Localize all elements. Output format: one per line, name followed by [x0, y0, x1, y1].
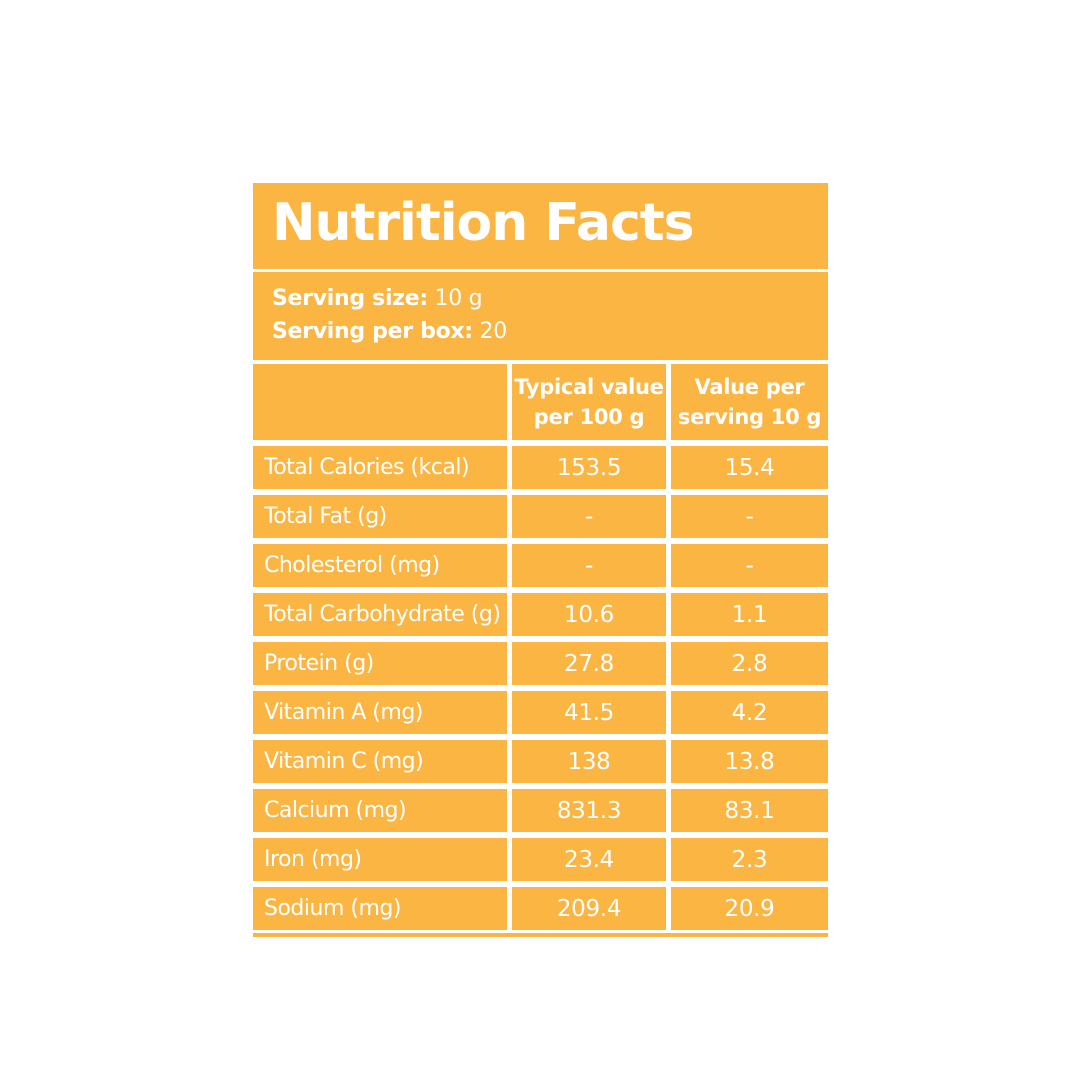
serving-per-box-line: Serving per box: 20 [272, 318, 828, 347]
row-value-per-100g: - [512, 544, 666, 587]
row-value-per-serving: 13.8 [671, 740, 828, 783]
header-value-per-serving: Value per serving 10 g [671, 364, 828, 440]
row-label-iron: Iron (mg) [253, 838, 507, 881]
row-label-calcium: Calcium (mg) [253, 789, 507, 832]
header-value-per-serving-line2: serving 10 g [677, 405, 822, 429]
row-value-per-100g: 153.5 [512, 446, 666, 489]
row-label-sodium: Sodium (mg) [253, 887, 507, 930]
row-value-per-100g: 27.8 [512, 642, 666, 685]
nutrition-table: Typical value per 100 g Value per servin… [253, 364, 828, 930]
row-value-per-100g: 23.4 [512, 838, 666, 881]
row-label-total-calories: Total Calories (kcal) [253, 446, 507, 489]
row-value-per-serving: - [671, 544, 828, 587]
row-value-per-serving: 1.1 [671, 593, 828, 636]
row-value-per-100g: 831.3 [512, 789, 666, 832]
header-typical-value-line1: Typical value [514, 374, 664, 399]
page-title: Nutrition Facts [272, 193, 695, 253]
row-label-cholesterol: Cholesterol (mg) [253, 544, 507, 587]
row-value-per-serving: 83.1 [671, 789, 828, 832]
row-value-per-100g: 138 [512, 740, 666, 783]
serving-per-box-label: Serving per box: [272, 319, 473, 344]
row-label-protein: Protein (g) [253, 642, 507, 685]
title-bar: Nutrition Facts [253, 183, 828, 269]
row-value-per-serving: 2.8 [671, 642, 828, 685]
row-value-per-serving: - [671, 495, 828, 538]
row-value-per-serving: 2.3 [671, 838, 828, 881]
row-value-per-100g: 41.5 [512, 691, 666, 734]
row-label-vitamin-c: Vitamin C (mg) [253, 740, 507, 783]
row-value-per-serving: 15.4 [671, 446, 828, 489]
serving-size-line: Serving size: 10 g [272, 285, 828, 314]
header-typical-value: Typical value per 100 g [512, 364, 666, 440]
row-label-total-fat: Total Fat (g) [253, 495, 507, 538]
header-blank-cell [253, 364, 507, 440]
row-value-per-100g: 10.6 [512, 593, 666, 636]
row-value-per-serving: 4.2 [671, 691, 828, 734]
header-value-per-serving-line1: Value per [694, 374, 805, 399]
serving-info-block: Serving size: 10 g Serving per box: 20 [253, 272, 828, 360]
row-label-total-carbohydrate: Total Carbohydrate (g) [253, 593, 507, 636]
nutrition-facts-label: Nutrition Facts Serving size: 10 g Servi… [253, 183, 828, 937]
row-value-per-serving: 20.9 [671, 887, 828, 930]
bottom-accent-strip [253, 933, 828, 937]
serving-per-box-value: 20 [479, 319, 508, 344]
row-value-per-100g: 209.4 [512, 887, 666, 930]
header-typical-value-line2: per 100 g [533, 405, 645, 429]
row-label-vitamin-a: Vitamin A (mg) [253, 691, 507, 734]
serving-size-label: Serving size: [272, 286, 428, 312]
row-value-per-100g: - [512, 495, 666, 538]
serving-size-value: 10 g [434, 286, 483, 312]
